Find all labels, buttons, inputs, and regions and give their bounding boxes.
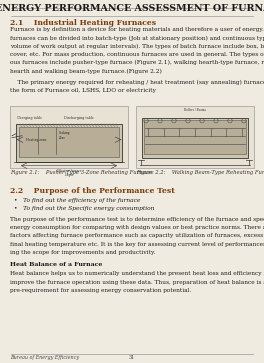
Text: 31: 31 [129,355,135,360]
Text: Figure 2.2:    Walking Beam-Type Reheating Furnace: Figure 2.2: Walking Beam-Type Reheating … [136,170,264,175]
Text: 2.1    Industrial Heating Furnaces: 2.1 Industrial Heating Furnaces [10,19,156,27]
Text: Figure 2.1:    Pusher-Type 3-Zone Reheating Furnace: Figure 2.1: Pusher-Type 3-Zone Reheating… [10,170,152,175]
Bar [19,127,119,157]
Text: cover, etc. For mass production, continuous furnaces are used in general. The ty: cover, etc. For mass production, continu… [10,52,264,57]
Text: improve the furnace operation using these data. Thus, preparation of heat balanc: improve the furnace operation using thes… [10,280,264,285]
Text: the form of Furnace oil, LSHS, LDO or electricity: the form of Furnace oil, LSHS, LDO or el… [10,88,156,93]
Text: 2.    ENERGY PERFORMANCE ASSESSMENT OF FURNACES: 2. ENERGY PERFORMANCE ASSESSMENT OF FURN… [0,4,264,13]
Text: final heating temperature etc. It is the key for assessing current level of perf: final heating temperature etc. It is the… [10,242,264,246]
Text: furnaces can be divided into batch-type (Job at stationary position) and continu: furnaces can be divided into batch-type … [10,35,264,41]
Text: Heating zone: Heating zone [26,138,46,142]
Bar [142,118,248,158]
Text: The primary energy required for reheating / heat treatment (say annealing) furna: The primary energy required for reheatin… [10,79,264,85]
Bar [136,106,254,168]
Text: Effective furnace
length: Effective furnace length [57,169,81,177]
Text: The purpose of the performance test is to determine efficiency of the furnace an: The purpose of the performance test is t… [10,217,264,222]
Text: •   To find out the efficiency of the furnace: • To find out the efficiency of the furn… [14,198,140,203]
Text: Discharging table: Discharging table [64,116,94,120]
Text: Soaking
Zone: Soaking Zone [59,131,70,140]
Text: Furnace is by definition a device for heating materials and therefore a user of : Furnace is by definition a device for he… [10,27,264,32]
Text: ing the scope for improvements and productivity.: ing the scope for improvements and produ… [10,250,155,255]
Text: pre-requirement for assessing energy conservation potential.: pre-requirement for assessing energy con… [10,288,191,293]
Text: Heat Balance of a Furnace: Heat Balance of a Furnace [10,262,102,267]
Text: •   To find out the Specific energy consumption: • To find out the Specific energy consum… [14,206,154,211]
Text: Bureau of Energy Efficiency: Bureau of Energy Efficiency [10,355,79,360]
Text: Charging table: Charging table [17,116,42,120]
Bar [16,124,122,162]
Text: factors affecting furnace performance such as capacity utilization of furnaces, : factors affecting furnace performance su… [10,233,264,238]
Text: ous furnaces include pusher-type furnace (Figure 2.1), walking hearth-type furna: ous furnaces include pusher-type furnace… [10,60,264,65]
Text: Heat balance helps us to numerically understand the present heat loss and effici: Heat balance helps us to numerically und… [10,272,264,277]
Text: volume of work output at regular intervals). The types of batch furnace include : volume of work output at regular interva… [10,44,264,49]
Text: Rollers / Beams: Rollers / Beams [184,108,206,112]
Text: energy consumption for comparing with design values or best practice norms. Ther: energy consumption for comparing with de… [10,225,264,230]
Text: hearth and walking beam-type furnace.(Figure 2.2): hearth and walking beam-type furnace.(Fi… [10,69,162,74]
Bar [144,120,246,154]
Bar [10,106,128,168]
Text: 2.2    Purpose of the Performance Test: 2.2 Purpose of the Performance Test [10,187,175,195]
